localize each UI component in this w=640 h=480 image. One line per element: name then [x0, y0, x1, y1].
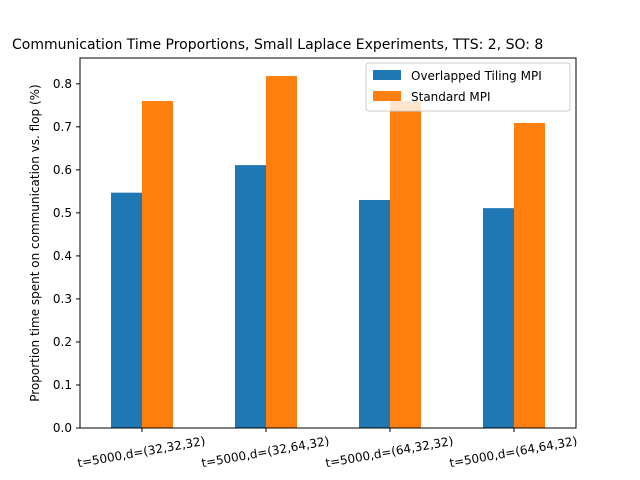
bar-standard-1	[266, 76, 297, 429]
bar-overlapped-1	[235, 165, 266, 428]
bar-overlapped-2	[359, 199, 390, 428]
x-axis: t=5000,d=(32,32,32)t=5000,d=(32,64,32)t=…	[76, 428, 578, 470]
y-tick-label: 0.1	[53, 378, 72, 392]
x-tick-label: t=5000,d=(32,64,32)	[200, 434, 330, 470]
legend: Overlapped Tiling MPI Standard MPI	[365, 62, 571, 112]
legend-label-standard: Standard MPI	[411, 90, 491, 104]
bars-group	[111, 76, 545, 429]
chart-title: Communication Time Proportions, Small La…	[12, 37, 543, 53]
bar-overlapped-3	[483, 208, 514, 428]
x-tick-label: t=5000,d=(64,64,32)	[448, 434, 578, 470]
legend-swatch-overlapped	[373, 70, 401, 80]
bar-standard-3	[514, 122, 545, 428]
legend-swatch-standard	[373, 91, 401, 101]
y-axis: 0.0 0.1 0.2 0.3 0.4 0.5 0.6 0.7 0.8	[53, 77, 80, 435]
legend-label-overlapped: Overlapped Tiling MPI	[411, 69, 542, 83]
y-axis-label: Proportion time spent on communication v…	[28, 84, 42, 402]
y-tick-label: 0.4	[53, 249, 72, 263]
bar-standard-2	[390, 101, 421, 428]
y-tick-label: 0.6	[53, 163, 72, 177]
y-tick-label: 0.2	[53, 335, 72, 349]
plot-frame	[79, 57, 577, 429]
y-tick-label: 0.5	[53, 206, 72, 220]
legend-box	[365, 62, 571, 112]
y-tick-label: 0.7	[53, 120, 72, 134]
y-tick-label: 0.0	[53, 421, 72, 435]
bar-overlapped-0	[111, 192, 142, 428]
y-tick-label: 0.8	[53, 77, 72, 91]
x-tick-label: t=5000,d=(64,32,32)	[324, 434, 454, 470]
y-tick-label: 0.3	[53, 292, 72, 306]
bar-standard-0	[142, 101, 173, 428]
x-tick-label: t=5000,d=(32,32,32)	[76, 434, 206, 470]
